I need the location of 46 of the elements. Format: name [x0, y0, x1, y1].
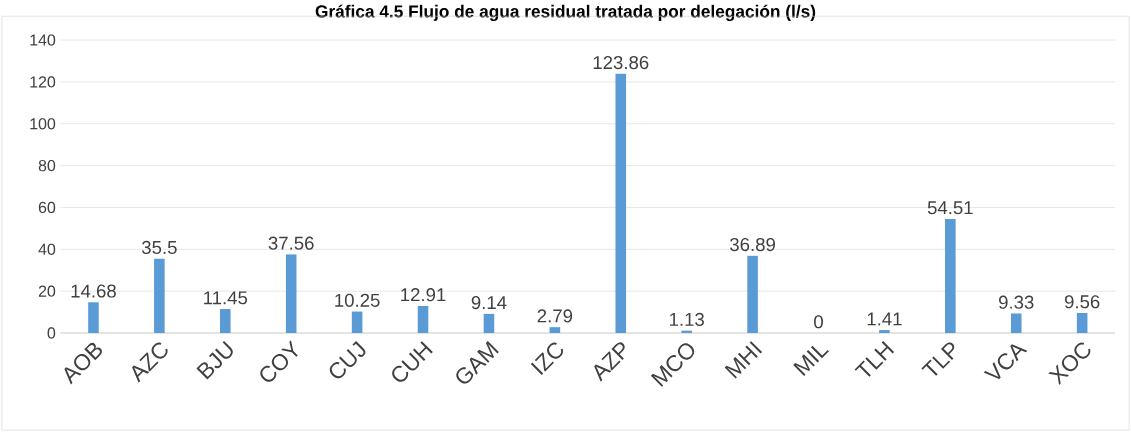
bar [154, 258, 165, 333]
y-tick-label: 100 [30, 118, 56, 130]
data-label: 35.5 [141, 240, 177, 255]
x-tick-label: IZC [530, 342, 564, 376]
data-label: 9.56 [1064, 295, 1100, 309]
x-tick-label: CUJ [329, 340, 366, 379]
x-tick-label: MHI [724, 341, 763, 379]
data-label: 9.14 [471, 296, 507, 310]
bar [747, 255, 758, 333]
x-tick-label: VCA [983, 344, 1028, 380]
y-tick-label: 80 [38, 159, 56, 172]
data-label: 37.56 [268, 236, 314, 250]
bar [1010, 313, 1022, 333]
data-label: 9.33 [999, 295, 1034, 309]
x-tick-label: MIL [793, 345, 829, 376]
data-label: 12.91 [401, 288, 446, 302]
bar [417, 305, 429, 333]
bar [1076, 312, 1088, 333]
y-tick-label: 140 [30, 34, 56, 46]
bar [483, 313, 495, 333]
data-label: 0 [814, 315, 823, 329]
data-label: 36.89 [730, 237, 775, 252]
bar [945, 218, 956, 333]
bar [351, 311, 363, 333]
bar [219, 309, 231, 333]
data-label: 2.79 [537, 309, 573, 323]
data-label: 123.86 [593, 55, 649, 70]
y-tick-label: 120 [30, 76, 56, 88]
bar [285, 254, 297, 333]
bar [615, 73, 627, 333]
x-tick-label: TLP [921, 342, 955, 376]
y-tick-label: 60 [38, 201, 56, 214]
y-tick-label: 0 [47, 327, 56, 339]
data-label: 11.45 [204, 291, 248, 305]
data-label: 1.13 [669, 312, 704, 326]
data-label: 54.51 [927, 201, 973, 215]
data-label: 1.41 [867, 312, 902, 326]
y-tick-label: 20 [38, 285, 56, 297]
bar [549, 327, 561, 333]
y-tick-label: 40 [38, 243, 56, 255]
chart-title: Gráfica 4.5 Flujo de agua residual tratada por delegación (l/s) [315, 4, 816, 22]
bar [88, 302, 99, 333]
x-tick-label: TLH [854, 340, 895, 377]
bar [879, 330, 890, 333]
data-label: 10.25 [335, 293, 380, 307]
data-label: 14.68 [71, 284, 116, 298]
